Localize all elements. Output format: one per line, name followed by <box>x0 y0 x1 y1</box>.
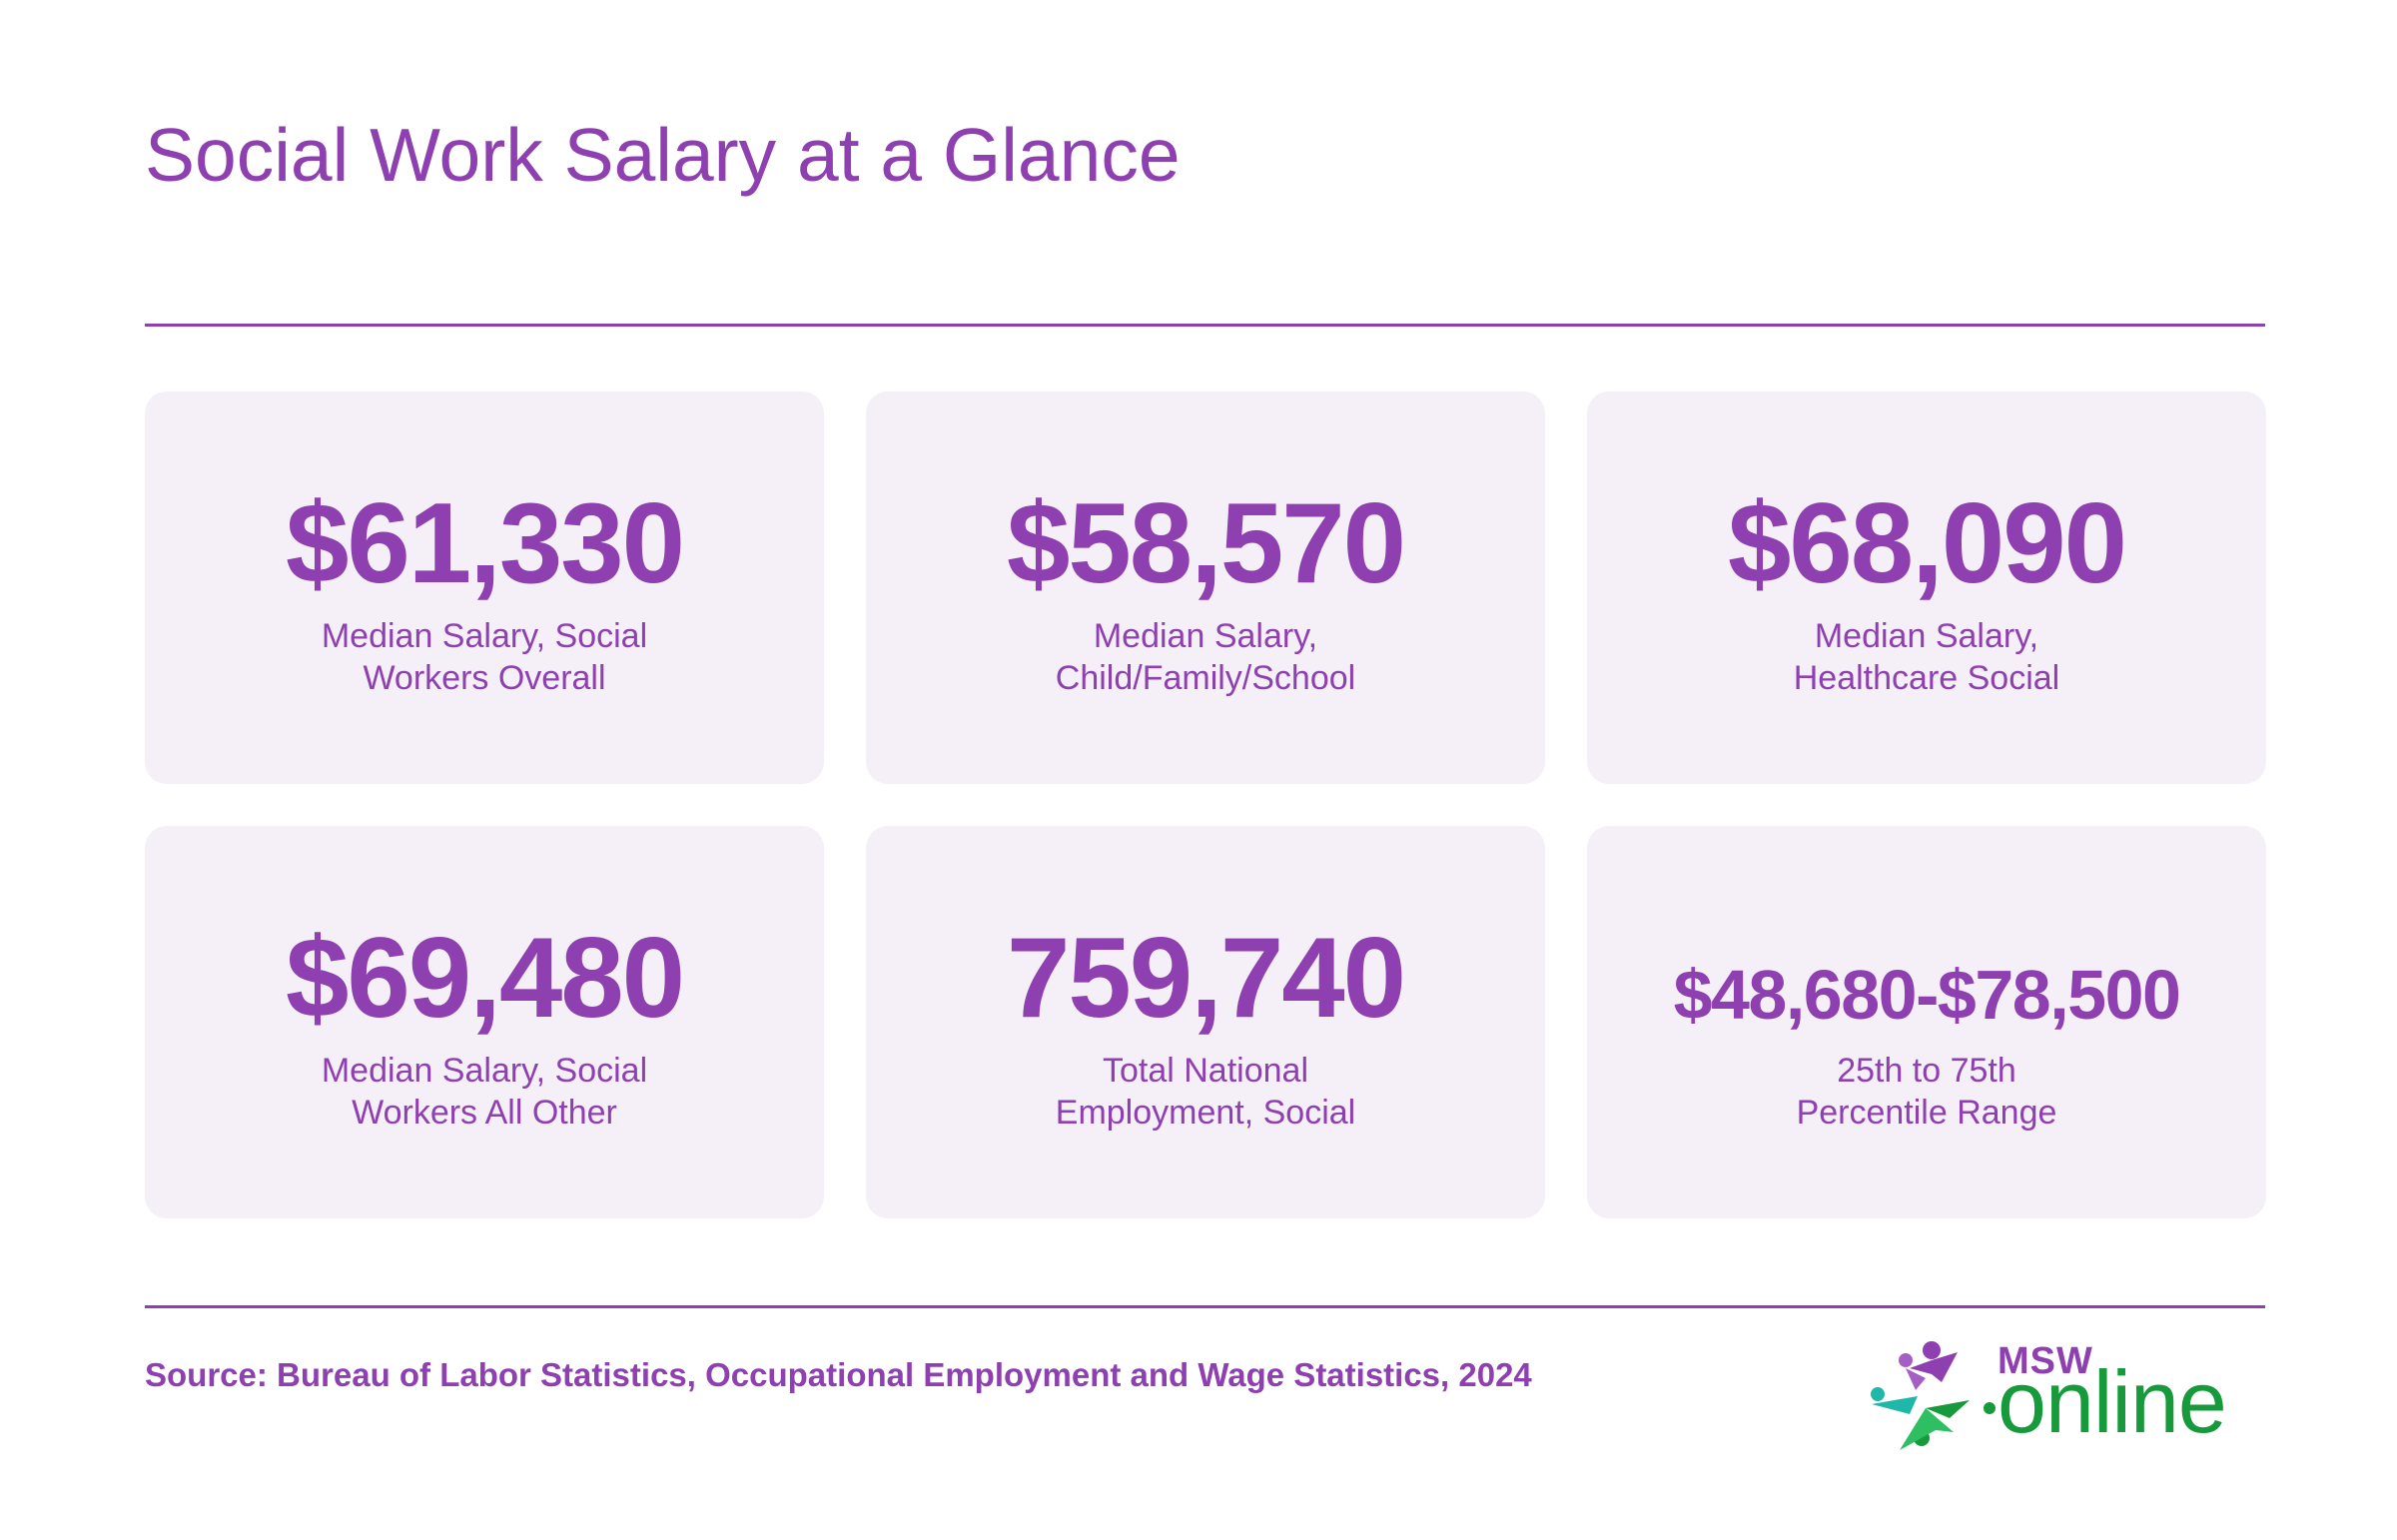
stat-card-median-child-family-school: $58,570 Median Salary, Child/Family/Scho… <box>866 391 1545 784</box>
stat-label-line: Median Salary, <box>1093 617 1318 655</box>
bottom-divider <box>145 1305 2265 1308</box>
stat-label-line: Healthcare Social <box>1793 659 2060 697</box>
stat-label-line: Total National <box>1102 1052 1308 1090</box>
page-title: Social Work Salary at a Glance <box>145 113 1181 197</box>
stat-value: 759,740 <box>1006 915 1406 1042</box>
logo-online-text: online <box>1998 1352 2227 1451</box>
stat-label: 25th to 75th Percentile Range <box>1587 1050 2266 1134</box>
stats-grid: $61,330 Median Salary, Social Workers Ov… <box>145 391 2266 1218</box>
stat-value: $69,480 <box>285 915 685 1042</box>
stat-label-line: 25th to 75th <box>1837 1052 2016 1090</box>
stat-value: $68,090 <box>1727 480 2127 607</box>
logo-msw-text: MSW <box>1998 1340 2093 1382</box>
stat-value: $48,680-$78,500 <box>1673 956 2181 1034</box>
stat-value: $61,330 <box>285 480 685 607</box>
stat-label-line: Median Salary, Social <box>321 1052 648 1090</box>
stat-value: $58,570 <box>1006 480 1406 607</box>
stat-label: Median Salary, Social Workers Overall <box>145 615 824 699</box>
stat-card-median-healthcare: $68,090 Median Salary, Healthcare Social <box>1587 391 2266 784</box>
msw-online-logo: MSW online <box>1870 1338 2269 1458</box>
stat-card-median-overall: $61,330 Median Salary, Social Workers Ov… <box>145 391 824 784</box>
star-people-icon <box>1871 1341 1996 1450</box>
stat-label: Total National Employment, Social <box>866 1050 1545 1134</box>
stat-label-line: Percentile Range <box>1796 1094 2057 1132</box>
stat-card-median-all-other: $69,480 Median Salary, Social Workers Al… <box>145 826 824 1218</box>
stat-label-line: Median Salary, <box>1814 617 2039 655</box>
stat-label-line: Workers Overall <box>363 659 606 697</box>
stat-label-line: Child/Family/School <box>1055 659 1356 697</box>
stat-card-total-employment: 759,740 Total National Employment, Socia… <box>866 826 1545 1218</box>
stat-label-line: Workers All Other <box>352 1094 617 1132</box>
stat-label-line: Median Salary, Social <box>321 617 648 655</box>
stat-label: Median Salary, Social Workers All Other <box>145 1050 824 1134</box>
stat-label: Median Salary, Healthcare Social <box>1587 615 2266 699</box>
top-divider <box>145 324 2265 327</box>
stat-card-percentile-range: $48,680-$78,500 25th to 75th Percentile … <box>1587 826 2266 1218</box>
stat-label-line: Employment, Social <box>1055 1094 1356 1132</box>
stat-label: Median Salary, Child/Family/School <box>866 615 1545 699</box>
source-citation: Source: Bureau of Labor Statistics, Occu… <box>145 1356 1532 1393</box>
